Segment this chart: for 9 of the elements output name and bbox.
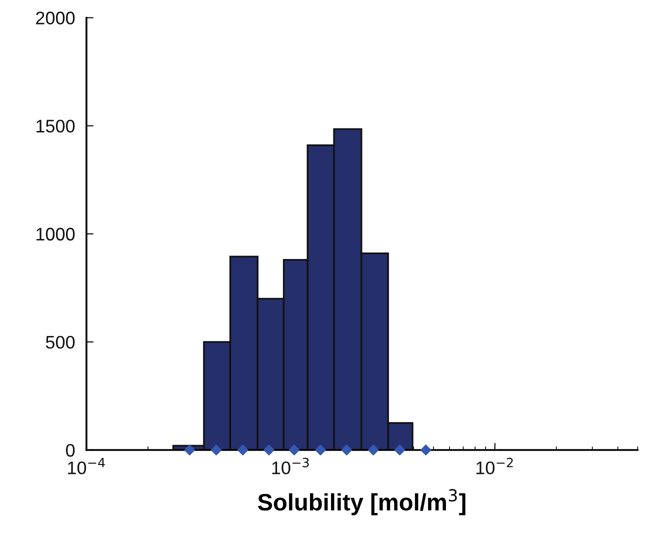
y-tick-label: 0	[66, 444, 75, 457]
x-tick-label: 10$^{−4}$	[68, 458, 105, 474]
x-tick-label: 10$^{−3}$	[272, 458, 309, 474]
y-tick-label: 1000	[36, 228, 75, 241]
y-tick-label: 1500	[36, 120, 75, 133]
y-tick-label: 500	[46, 336, 75, 349]
y-tick-label: 2000	[36, 12, 75, 24]
x-axis-title: Solubility [mol/m$^{3}$]	[258, 489, 466, 516]
x-tick-label: 10$^{−2}$	[476, 458, 513, 474]
